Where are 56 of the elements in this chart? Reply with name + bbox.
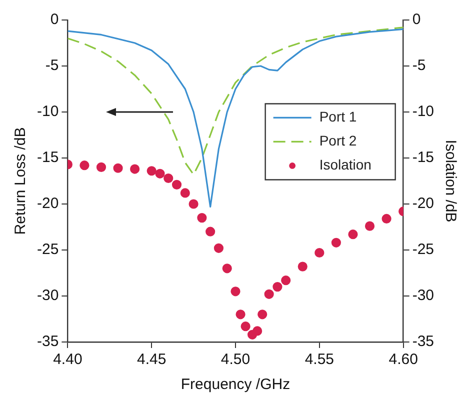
point (382, 214, 392, 224)
point (252, 326, 262, 336)
point (281, 276, 291, 286)
point (348, 230, 358, 240)
point (230, 286, 240, 296)
y2-tick-label: -30 (412, 287, 434, 304)
point (258, 310, 268, 320)
point (96, 162, 106, 172)
point (206, 226, 216, 236)
point (214, 243, 224, 253)
y-tick-label: 0 (50, 11, 59, 28)
point (197, 213, 207, 223)
point (264, 289, 274, 299)
point (130, 164, 140, 174)
y2-tick-label: 0 (412, 11, 421, 28)
y-tick-label: -35 (36, 333, 59, 350)
point (314, 248, 324, 258)
y2-axis-title: Isolation /dB (442, 140, 459, 222)
point (331, 238, 341, 248)
legend-label: Isolation (319, 156, 372, 173)
point (364, 221, 375, 231)
y-tick-label: -5 (45, 57, 59, 74)
y2-tick-label: -35 (412, 333, 434, 350)
y2-tick-label: -10 (412, 103, 434, 120)
point (188, 199, 198, 209)
y2-tick-label: -15 (412, 149, 434, 166)
point (222, 264, 232, 274)
legend-label: Port 2 (319, 132, 357, 149)
y-tick-label: -15 (36, 149, 59, 166)
x-tick-label: 4.45 (136, 351, 166, 368)
point (146, 166, 156, 176)
y-tick-label: -20 (36, 195, 59, 212)
y-tick-label: -25 (36, 241, 59, 258)
x-tick-label: 4.55 (304, 351, 334, 368)
point (180, 188, 190, 198)
x-tick-label: 4.40 (53, 351, 82, 368)
point (236, 310, 246, 320)
point (155, 168, 165, 178)
y2-tick-label: -20 (412, 195, 434, 212)
point (80, 160, 90, 170)
x-axis-title: Frequency /GHz (180, 376, 290, 394)
point (272, 282, 282, 292)
y-tick-label: -10 (36, 103, 59, 120)
point (113, 163, 123, 173)
x-tick-label: 4.50 (220, 351, 250, 368)
point (240, 322, 250, 332)
point (164, 173, 174, 184)
y-tick-label: -30 (36, 287, 59, 304)
x-tick-label: 4.60 (388, 351, 418, 368)
point (298, 262, 308, 272)
y2-tick-label: -5 (412, 57, 426, 74)
legend-label: Port 1 (319, 108, 357, 125)
y-axis-title: Return Loss /dB (12, 127, 30, 235)
point (172, 180, 182, 190)
line-series (68, 26, 404, 176)
y2-tick-label: -25 (412, 241, 434, 258)
